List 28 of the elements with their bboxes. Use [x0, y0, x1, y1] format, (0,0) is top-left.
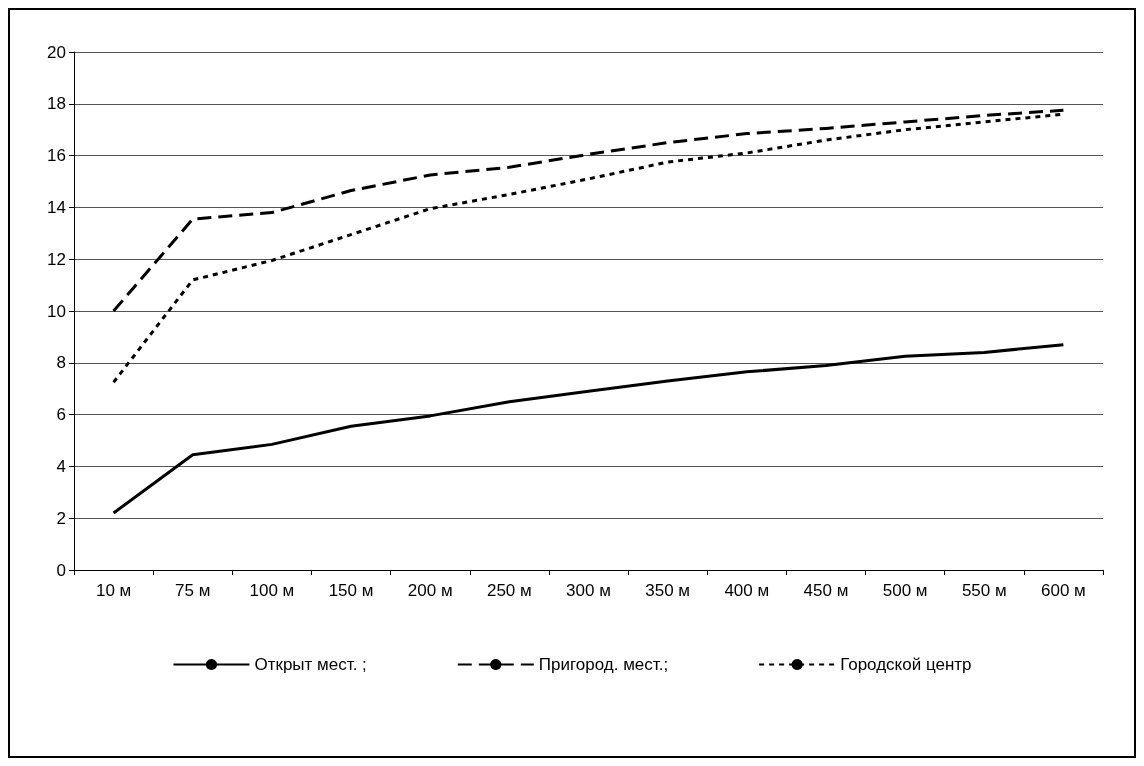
y-tick-label: 2	[56, 508, 66, 528]
x-tick-label: 300 м	[566, 581, 611, 600]
x-tick-label: 400 м	[724, 581, 770, 600]
x-tick-label: 250 м	[486, 581, 532, 600]
y-tick-label: 16	[47, 146, 66, 166]
y-tick-label: 4	[56, 456, 66, 476]
legend-label: Пригород. мест.;	[538, 655, 669, 674]
x-tick-label: 450 м	[803, 581, 849, 600]
x-tick-label: 75 м	[175, 581, 211, 600]
x-tick-label: 500 м	[882, 581, 928, 600]
y-tick-label: 14	[47, 197, 66, 217]
x-tick-label: 150 м	[328, 581, 374, 600]
y-tick-label: 8	[56, 353, 66, 373]
x-tick-label: 600 м	[1041, 581, 1086, 600]
y-tick-label: 12	[47, 249, 66, 269]
legend-label: Городской центр	[840, 655, 972, 674]
legend-label: Открыт мест. ;	[254, 655, 367, 674]
y-tick-label: 20	[47, 42, 66, 62]
line-series	[112, 343, 1065, 515]
y-tick-label: 10	[47, 301, 66, 321]
y-tick-label: 6	[56, 405, 66, 425]
y-tick-label: 0	[56, 560, 66, 580]
y-tick-label: 18	[47, 94, 66, 114]
x-tick-label: 350 м	[645, 581, 691, 600]
x-tick-label: 10 м	[95, 581, 132, 600]
x-tick-label: 200 м	[407, 581, 453, 600]
x-tick-label: 550 м	[961, 581, 1007, 600]
x-tick-label: 100 м	[249, 581, 295, 600]
